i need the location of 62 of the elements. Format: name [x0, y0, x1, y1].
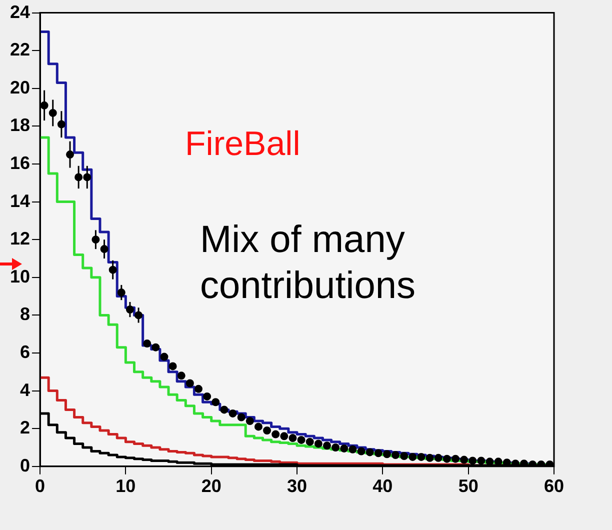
point	[306, 438, 314, 446]
point	[468, 456, 477, 465]
point	[366, 448, 374, 456]
y-tick-label: 0	[20, 455, 30, 476]
y-tick-label: 12	[10, 228, 30, 249]
point	[203, 392, 212, 400]
point	[382, 450, 391, 458]
point	[280, 432, 288, 440]
y-tick-label: 2	[20, 418, 30, 438]
point	[451, 454, 460, 463]
point	[228, 409, 237, 418]
y-tick-label: 8	[20, 304, 30, 324]
point	[426, 454, 434, 462]
point	[246, 417, 254, 426]
y-tick-label: 16	[10, 152, 30, 173]
y-tick-label: 6	[20, 342, 30, 362]
point	[357, 447, 366, 456]
y-tick-label: 20	[10, 77, 30, 98]
point	[314, 440, 322, 448]
point	[194, 384, 202, 393]
point	[408, 452, 417, 461]
point	[254, 422, 262, 431]
point	[392, 451, 400, 460]
point	[417, 452, 426, 461]
point	[400, 452, 408, 460]
y-tick-label: 22	[10, 40, 30, 60]
x-tick-label: 20	[201, 476, 222, 496]
point	[322, 442, 331, 450]
point	[460, 456, 468, 464]
point	[297, 436, 306, 444]
x-tick-label: 0	[35, 476, 46, 496]
point	[212, 398, 220, 406]
y-tick-label: 10	[10, 266, 30, 286]
point	[374, 449, 382, 458]
point	[160, 352, 168, 361]
point	[348, 445, 357, 454]
point	[434, 454, 442, 462]
point	[168, 362, 177, 370]
x-tick-label: 40	[372, 476, 393, 496]
x-tick-label: 10	[116, 476, 136, 496]
x-tick-label: 50	[458, 476, 478, 496]
y-tick-label: 18	[10, 115, 30, 136]
point	[152, 343, 160, 352]
point	[442, 454, 451, 463]
point	[186, 379, 194, 388]
point	[220, 406, 228, 414]
point	[288, 434, 297, 442]
point	[340, 444, 348, 452]
y-tick-label: 24	[10, 2, 30, 22]
point	[177, 372, 186, 380]
point	[477, 456, 486, 465]
point	[263, 426, 272, 434]
annotation: FireBall	[185, 125, 300, 164]
annotation: Mix of many contributions	[200, 218, 416, 309]
point	[272, 430, 280, 438]
y-tick-label: 4	[20, 380, 30, 400]
y-tick-label: 14	[10, 190, 30, 211]
point	[143, 340, 152, 348]
x-tick-label: 30	[286, 476, 308, 496]
point	[332, 444, 340, 452]
point	[237, 413, 246, 422]
x-tick-label: 60	[544, 476, 564, 496]
